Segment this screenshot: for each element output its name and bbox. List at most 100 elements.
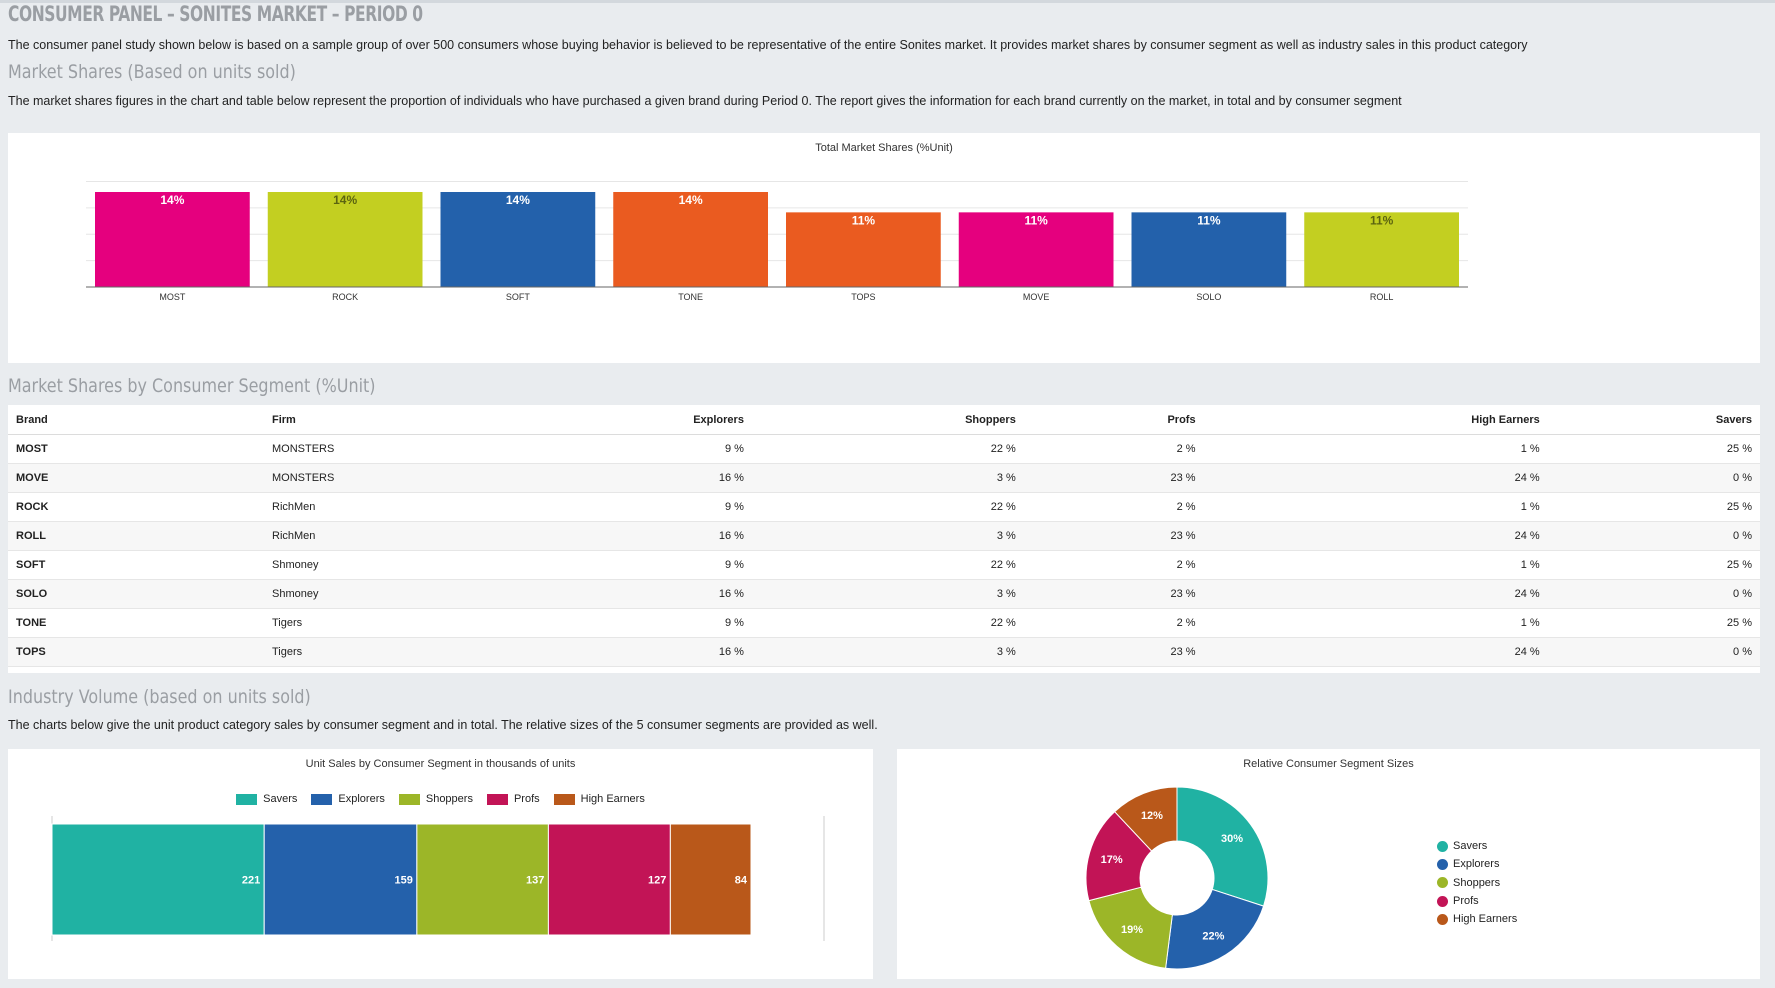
total-market-shares-title: Total Market Shares (%Unit) <box>815 142 953 154</box>
legend-label: Explorers <box>338 793 385 805</box>
cell-high-earners: 1 % <box>1203 550 1548 580</box>
cell-savers: 0 % <box>1547 521 1760 551</box>
data-label: 14% <box>333 193 357 207</box>
cell-brand: SOFT <box>8 550 264 580</box>
slice-savers <box>1176 786 1269 907</box>
table-header-row: Brand Firm Explorers Shoppers Profs High… <box>8 405 1760 435</box>
table-row: ROLL RichMen 16 % 3 % 23 % 24 % 0 % <box>8 521 1760 551</box>
bar-rock <box>267 192 423 287</box>
cell-shoppers: 3 % <box>751 521 1024 551</box>
cell-brand: MOVE <box>8 463 264 493</box>
bar-most <box>95 192 250 287</box>
top-border <box>0 0 1775 3</box>
x-tick-label: SOFT <box>506 292 531 302</box>
legend-swatch <box>1437 877 1448 889</box>
cell-firm: RichMen <box>264 492 480 522</box>
cell-profs: 2 % <box>1023 434 1204 464</box>
segment-explorers <box>263 823 418 936</box>
x-tick-label: SOLO <box>1196 292 1221 302</box>
cell-brand: ROCK <box>8 492 264 522</box>
cell-brand: SOLO <box>8 579 264 609</box>
legend-label: Explorers <box>1453 858 1500 871</box>
market-shares-heading: Market Shares (Based on units sold) <box>8 61 296 83</box>
legend-item-shoppers[interactable]: Shoppers <box>398 793 473 805</box>
table-row: SOFT Shmoney 9 % 22 % 2 % 1 % 25 % <box>8 550 1760 580</box>
segment-profs <box>547 823 671 936</box>
legend-item-savers[interactable]: Savers <box>236 793 297 805</box>
cell-profs: 2 % <box>1023 492 1204 522</box>
industry-volume-heading: Industry Volume (based on units sold) <box>8 686 311 708</box>
cell-brand: MOST <box>8 434 264 464</box>
legend-label: Shoppers <box>1453 876 1501 889</box>
cell-savers: 25 % <box>1547 434 1760 464</box>
data-label: 11% <box>852 213 876 227</box>
table-row: MOST MONSTERS 9 % 22 % 2 % 1 % 25 % <box>8 434 1760 464</box>
col-profs: Profs <box>1023 405 1204 435</box>
legend-label: Profs <box>1453 895 1479 908</box>
cell-firm: Tigers <box>264 637 480 667</box>
legend-swatch <box>311 793 333 805</box>
market-shares-description: The market shares figures in the chart a… <box>8 94 1402 108</box>
legend-item-shoppers[interactable]: Shoppers <box>1437 874 1517 892</box>
slice-high-earners <box>1113 786 1178 852</box>
cell-firm: MONSTERS <box>264 434 480 464</box>
cell-brand: TONE <box>8 608 264 638</box>
cell-savers: 0 % <box>1547 463 1760 493</box>
cell-explorers: 9 % <box>480 434 752 464</box>
data-label: 221 <box>242 875 260 887</box>
cell-high-earners: 1 % <box>1203 492 1548 522</box>
cell-explorers: 9 % <box>480 492 752 522</box>
segment-share-table: Brand Firm Explorers Shoppers Profs High… <box>8 405 1760 667</box>
unit-sales-chart: 221 159 137 127 84 <box>51 816 825 941</box>
cell-high-earners: 24 % <box>1203 463 1548 493</box>
x-tick-label: MOVE <box>1023 292 1050 302</box>
cell-shoppers: 22 % <box>751 434 1024 464</box>
data-label: 14% <box>160 193 184 207</box>
legend-swatch <box>1437 858 1448 870</box>
data-label: 22% <box>1202 930 1224 942</box>
cell-firm: Shmoney <box>264 579 480 609</box>
legend-item-explorers[interactable]: Explorers <box>1437 855 1517 873</box>
cell-firm: MONSTERS <box>264 463 480 493</box>
legend-swatch <box>398 793 420 805</box>
col-high-earners: High Earners <box>1203 405 1548 435</box>
segment-sizes-title: Relative Consumer Segment Sizes <box>1243 758 1414 770</box>
segment-shoppers <box>416 823 549 936</box>
table-row: TONE Tigers 9 % 22 % 2 % 1 % 25 % <box>8 608 1760 638</box>
legend-item-profs[interactable]: Profs <box>486 793 540 805</box>
segment-savers <box>51 823 265 936</box>
cell-profs: 23 % <box>1023 463 1204 493</box>
legend-item-savers[interactable]: Savers <box>1437 837 1517 855</box>
col-explorers: Explorers <box>480 405 752 435</box>
table-row: SOLO Shmoney 16 % 3 % 23 % 24 % 0 % <box>8 579 1760 609</box>
cell-savers: 25 % <box>1547 492 1760 522</box>
cell-high-earners: 1 % <box>1203 434 1548 464</box>
segment-table-panel: Brand Firm Explorers Shoppers Profs High… <box>8 405 1760 673</box>
cell-high-earners: 24 % <box>1203 637 1548 667</box>
segment-sizes-panel: Relative Consumer Segment Sizes 30% 22% 19… <box>897 749 1760 979</box>
table-row: MOVE MONSTERS 16 % 3 % 23 % 24 % 0 % <box>8 463 1760 493</box>
x-tick-label: MOST <box>159 292 186 302</box>
data-label: 11% <box>1197 213 1221 227</box>
legend-item-profs[interactable]: Profs <box>1437 892 1517 910</box>
cell-savers: 0 % <box>1547 637 1760 667</box>
cell-shoppers: 22 % <box>751 608 1024 638</box>
total-market-shares-chart: 14% MOST 14% ROCK 14% SOFT 14% TONE 11% TOPS 11% MO… <box>86 180 1468 302</box>
bar-soft <box>440 192 596 287</box>
legend-label: High Earners <box>1453 913 1518 926</box>
cell-profs: 23 % <box>1023 637 1204 667</box>
cell-high-earners: 24 % <box>1203 579 1548 609</box>
slice-shoppers <box>1088 886 1173 969</box>
cell-explorers: 16 % <box>480 463 752 493</box>
segment-sizes-legend: Savers Explorers Shoppers Profs High Earners <box>1437 837 1517 928</box>
unit-sales-title: Unit Sales by Consumer Segment in thousa… <box>305 758 576 770</box>
cell-brand: ROLL <box>8 521 264 551</box>
legend-item-high-earners[interactable]: High Earners <box>553 793 645 805</box>
legend-item-high-earners[interactable]: High Earners <box>1437 910 1517 928</box>
cell-explorers: 9 % <box>480 550 752 580</box>
cell-profs: 2 % <box>1023 550 1204 580</box>
x-tick-label: TOPS <box>851 292 875 302</box>
cell-shoppers: 3 % <box>751 463 1024 493</box>
legend-item-explorers[interactable]: Explorers <box>311 793 385 805</box>
legend-label: Savers <box>1453 840 1488 853</box>
